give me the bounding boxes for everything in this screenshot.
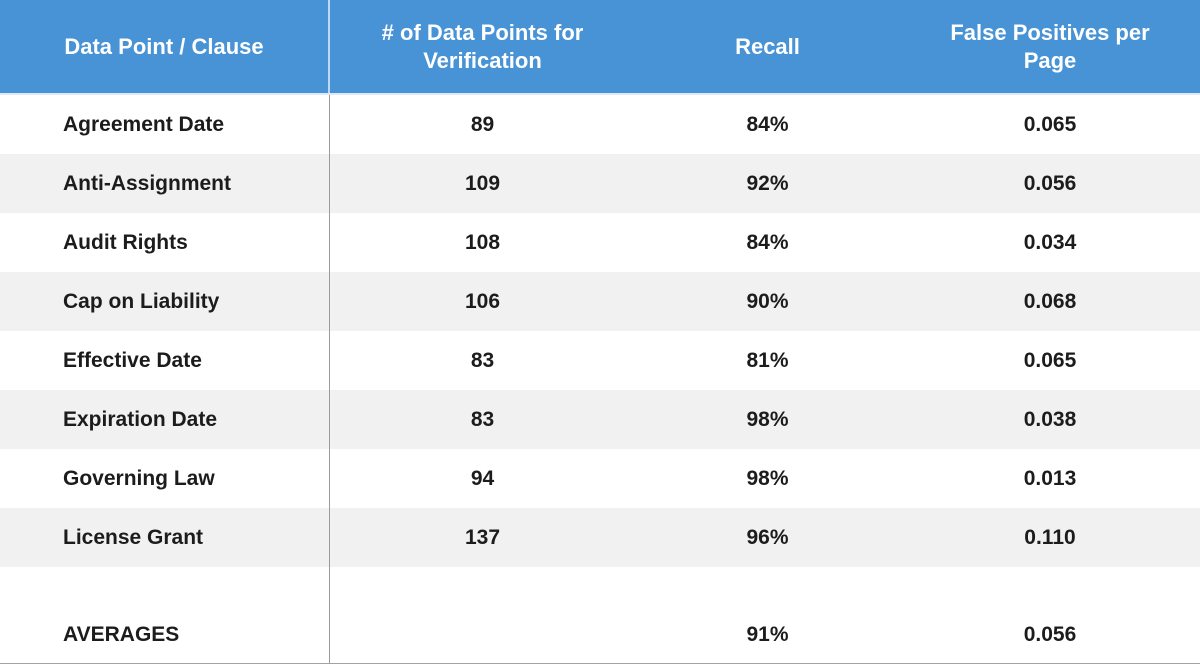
false-positives-cell: 0.065 [1023,348,1077,372]
false-positives-cell: 0.065 [1023,112,1077,136]
data-points-cell: 94 [470,466,495,490]
false-positives-cell: 0.056 [1023,171,1077,195]
data-points-cell: 83 [470,348,495,372]
spacer-row [0,567,1200,606]
table-row: Expiration Date 83 98% 0.038 [0,390,1200,449]
column-header-data-point-clause: Data Point / Clause [0,0,330,93]
table-row: Cap on Liability 106 90% 0.068 [0,272,1200,331]
data-points-cell: 89 [470,112,495,136]
recall-cell: 92% [746,171,789,195]
table-body: Agreement Date 89 84% 0.065 Anti-Assignm… [0,95,1200,567]
clause-cell: Anti-Assignment [0,154,330,213]
table-row: Governing Law 94 98% 0.013 [0,449,1200,508]
false-positives-cell: 0.013 [1023,466,1077,490]
data-points-cell: 108 [464,230,501,254]
recall-cell: 84% [746,112,789,136]
column-header-num-data-points: # of Data Points for Verification [381,20,584,73]
clause-cell: Audit Rights [0,213,330,272]
table-row: Audit Rights 108 84% 0.034 [0,213,1200,272]
column-header-recall: Recall [735,33,800,59]
recall-cell: 81% [746,348,789,372]
data-points-cell: 83 [470,407,495,431]
clause-cell: Effective Date [0,331,330,390]
clause-cell: Cap on Liability [0,272,330,331]
recall-cell: 84% [746,230,789,254]
table-row: License Grant 137 96% 0.110 [0,508,1200,567]
data-points-cell: 137 [464,525,501,549]
averages-false-positives-cell: 0.056 [1023,622,1077,646]
column-header-false-positives: False Positives per Page [950,20,1150,73]
recall-cell: 98% [746,407,789,431]
clause-cell: Governing Law [0,449,330,508]
data-points-cell: 106 [464,289,501,313]
false-positives-cell: 0.038 [1023,407,1077,431]
table-row: Effective Date 83 81% 0.065 [0,331,1200,390]
clause-cell: Agreement Date [0,95,330,154]
averages-label: AVERAGES [0,606,330,663]
recall-cell: 96% [746,525,789,549]
averages-row: AVERAGES 91% 0.056 [0,606,1200,663]
table-row: Anti-Assignment 109 92% 0.056 [0,154,1200,213]
data-points-cell: 109 [464,171,501,195]
averages-data-points-cell [330,606,635,663]
table-header-row: Data Point / Clause # of Data Points for… [0,0,1200,95]
clause-cell: License Grant [0,508,330,567]
recall-cell: 98% [746,466,789,490]
false-positives-cell: 0.034 [1023,230,1077,254]
false-positives-cell: 0.068 [1023,289,1077,313]
table-row: Agreement Date 89 84% 0.065 [0,95,1200,154]
recall-cell: 90% [746,289,789,313]
averages-recall-cell: 91% [746,622,789,646]
false-positives-cell: 0.110 [1024,525,1076,549]
clause-cell: Expiration Date [0,390,330,449]
